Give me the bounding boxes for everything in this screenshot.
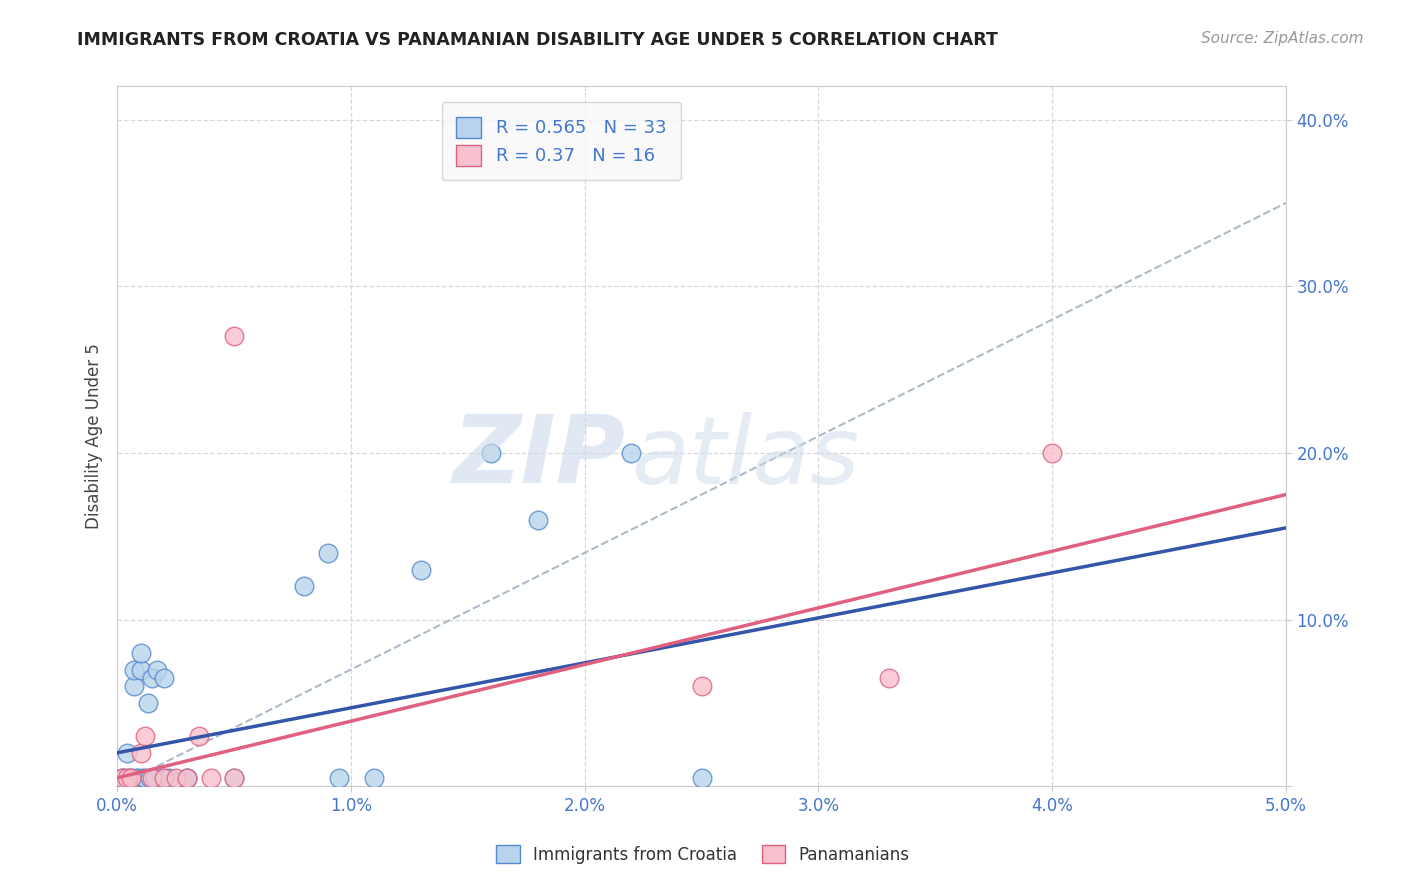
Point [118, 771, 141, 785]
Point [222, 771, 245, 785]
Point [115, 746, 138, 760]
Point [141, 671, 163, 685]
Point [690, 679, 713, 693]
Point [363, 771, 385, 785]
Point [132, 771, 155, 785]
Point [292, 579, 315, 593]
Legend: R = 0.565   N = 33, R = 0.37   N = 16: R = 0.565 N = 33, R = 0.37 N = 16 [441, 103, 681, 180]
Point [165, 771, 187, 785]
Point [200, 771, 222, 785]
Point [690, 771, 713, 785]
Point [328, 771, 350, 785]
Point [122, 663, 145, 677]
Point [620, 446, 643, 460]
Point [111, 771, 134, 785]
Text: IMMIGRANTS FROM CROATIA VS PANAMANIAN DISABILITY AGE UNDER 5 CORRELATION CHART: IMMIGRANTS FROM CROATIA VS PANAMANIAN DI… [77, 31, 998, 49]
Point [129, 646, 152, 660]
Point [1040, 446, 1063, 460]
Point [479, 446, 502, 460]
Point [176, 771, 198, 785]
Point [146, 663, 169, 677]
Point [127, 771, 149, 785]
Text: ZIP: ZIP [453, 411, 626, 503]
Point [120, 771, 142, 785]
Point [316, 546, 339, 560]
Point [125, 771, 148, 785]
Text: atlas: atlas [631, 412, 859, 503]
Point [111, 771, 134, 785]
Point [188, 729, 211, 743]
Text: Source: ZipAtlas.com: Source: ZipAtlas.com [1201, 31, 1364, 46]
Point [176, 771, 198, 785]
Point [527, 512, 550, 526]
Point [139, 771, 162, 785]
Point [141, 771, 163, 785]
Point [153, 771, 176, 785]
Point [134, 729, 156, 743]
Point [877, 671, 900, 685]
Point [120, 771, 142, 785]
Point [122, 679, 145, 693]
Y-axis label: Disability Age Under 5: Disability Age Under 5 [86, 343, 103, 529]
Point [222, 329, 245, 343]
Point [129, 746, 152, 760]
Point [115, 771, 138, 785]
Point [134, 771, 156, 785]
Point [176, 771, 198, 785]
Point [136, 696, 159, 710]
Point [222, 771, 245, 785]
Point [143, 771, 166, 785]
Legend: Immigrants from Croatia, Panamanians: Immigrants from Croatia, Panamanians [489, 838, 917, 871]
Point [153, 671, 176, 685]
Point [153, 771, 176, 785]
Point [409, 563, 432, 577]
Point [112, 771, 135, 785]
Point [157, 771, 180, 785]
Point [129, 663, 152, 677]
